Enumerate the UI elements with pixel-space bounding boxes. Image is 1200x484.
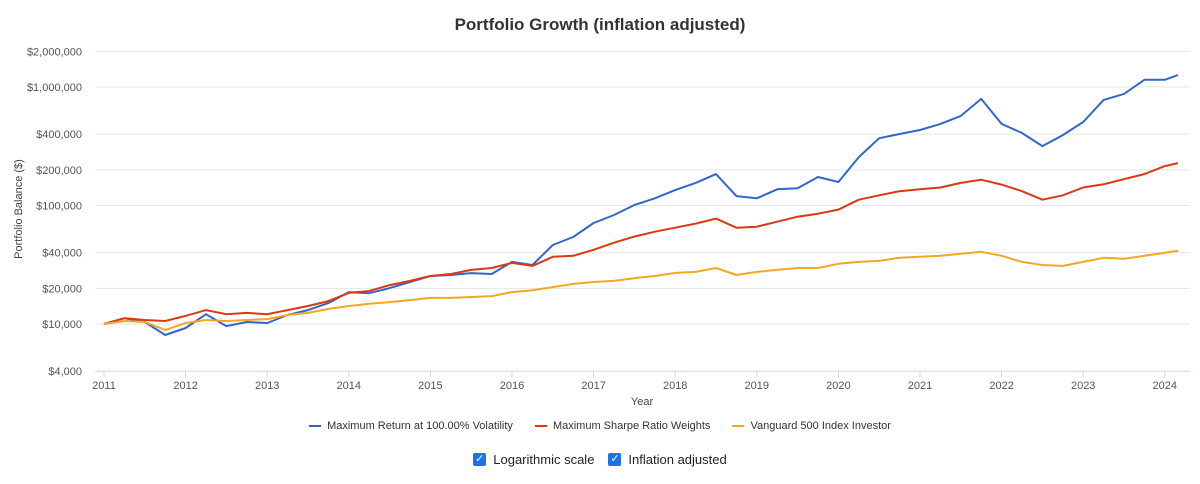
legend-item-vanguard-500[interactable]: Vanguard 500 Index Investor — [732, 420, 891, 432]
x-tick-label: 2020 — [826, 380, 850, 392]
y-axis-label: Portfolio Balance ($) — [13, 159, 25, 259]
x-tick-label: 2017 — [581, 380, 605, 392]
x-tick-label: 2023 — [1071, 380, 1095, 392]
checkbox-checked-icon[interactable]: ✓ — [473, 453, 487, 466]
y-tick-label: $2,000,000 — [27, 46, 82, 58]
portfolio-growth-chart: Portfolio Growth (inflation adjusted) $4… — [13, 15, 1190, 408]
chart-title: Portfolio Growth (inflation adjusted) — [455, 15, 746, 34]
x-tick-label: 2019 — [745, 380, 769, 392]
y-tick-label: $4,000 — [48, 366, 82, 378]
x-tick-label: 2012 — [173, 380, 197, 392]
x-tick-label: 2016 — [500, 380, 524, 392]
series-line-vanguard-500 — [103, 249, 1179, 331]
series-lines — [103, 74, 1179, 336]
x-tick-label: 2015 — [418, 380, 442, 392]
x-tick-label: 2014 — [337, 380, 361, 392]
legend-label: Vanguard 500 Index Investor — [750, 420, 891, 432]
y-tick-label: $20,000 — [42, 283, 82, 295]
y-tick-label: $40,000 — [42, 248, 82, 260]
x-tick-label: 2021 — [908, 380, 932, 392]
x-axis-ticks: 2011 2012 2013 2014 2015 2016 2017 2018 2019 2020… — [92, 371, 1177, 392]
y-tick-label: $10,000 — [42, 319, 82, 331]
legend-item-max-sharpe[interactable]: Maximum Sharpe Ratio Weights — [534, 420, 711, 432]
y-tick-label: $200,000 — [36, 165, 82, 177]
x-axis-label: Year — [631, 396, 654, 408]
legend-item-max-return[interactable]: Maximum Return at 100.00% Volatility — [309, 420, 513, 432]
y-tick-label: $1,000,000 — [27, 82, 82, 94]
legend: Maximum Return at 100.00% Volatility Max… — [0, 420, 1200, 432]
y-axis-ticks: $4,000 $10,000 $20,000 $40,000 $100,000 $200,… — [27, 46, 82, 378]
checkbox-checked-icon[interactable]: ✓ — [608, 453, 622, 466]
x-tick-label: 2024 — [1153, 380, 1177, 392]
logarithmic-scale-checkbox[interactable]: ✓ Logarithmic scale — [473, 452, 594, 467]
y-tick-label: $100,000 — [36, 201, 82, 213]
gridlines — [95, 50, 1190, 372]
chart-options: ✓ Logarithmic scale ✓ Inflation adjusted — [0, 452, 1200, 467]
logarithmic-scale-label: Logarithmic scale — [493, 452, 595, 467]
x-tick-label: 2018 — [663, 380, 687, 392]
x-tick-label: 2013 — [255, 380, 279, 392]
legend-swatch-icon — [534, 425, 547, 427]
x-tick-label: 2011 — [92, 380, 116, 392]
legend-swatch-icon — [309, 425, 322, 427]
legend-label: Maximum Return at 100.00% Volatility — [327, 420, 513, 432]
series-line-max-sharpe — [103, 162, 1179, 325]
x-tick-label: 2022 — [989, 380, 1013, 392]
y-tick-label: $400,000 — [36, 129, 82, 141]
inflation-adjusted-checkbox[interactable]: ✓ Inflation adjusted — [608, 452, 727, 467]
legend-label: Maximum Sharpe Ratio Weights — [552, 420, 711, 432]
legend-swatch-icon — [732, 425, 745, 427]
inflation-adjusted-label: Inflation adjusted — [628, 452, 727, 467]
